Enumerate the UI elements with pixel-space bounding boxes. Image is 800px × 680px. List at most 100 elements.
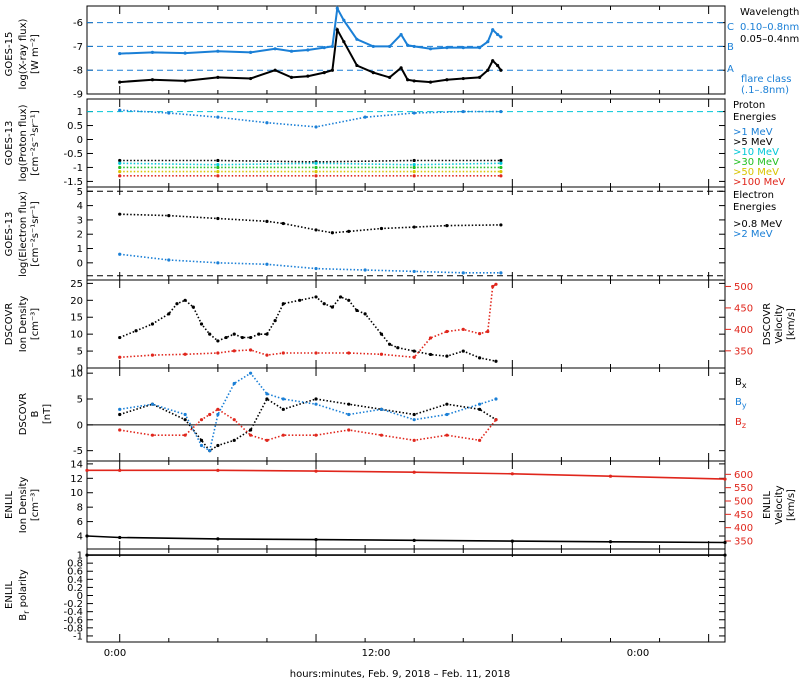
data-point	[491, 59, 495, 63]
panel-enlil-plasma: 4 6 8 10 12 14 350 400 450 500 550 600 ENLIL Ion D…	[4, 459, 797, 550]
data-point	[167, 111, 171, 115]
data-point	[265, 353, 269, 357]
enlil-velocity-ylabel-1: ENLIL	[762, 491, 773, 519]
data-point	[478, 356, 482, 360]
data-point	[150, 353, 155, 357]
data-point	[342, 18, 346, 22]
data-point	[342, 40, 346, 44]
data-point	[412, 111, 416, 115]
dscovr-velocity-y-ticks: 350 400 450 500	[725, 282, 753, 357]
data-point	[118, 161, 122, 165]
data-point	[216, 158, 220, 163]
y-tick-label: 10	[70, 330, 83, 341]
data-point	[281, 397, 285, 401]
data-point	[232, 332, 236, 336]
electron-ylabel-1: GOES-13	[4, 212, 15, 257]
data-point	[412, 412, 416, 417]
x-axis-ticks	[119, 6, 710, 642]
data-point	[118, 468, 122, 472]
data-point	[461, 327, 465, 331]
xray-threshold-lines	[87, 22, 725, 71]
data-point	[363, 312, 367, 316]
data-point	[379, 226, 384, 231]
data-point	[314, 538, 318, 542]
y2-tick-label: 450	[734, 303, 753, 314]
data-point	[314, 161, 318, 165]
y-tick-label: 0.8	[67, 559, 83, 570]
data-point	[232, 349, 236, 353]
y-tick-label: -8	[73, 66, 83, 77]
xray-legend-short: 0.05–0.4nm	[740, 34, 799, 45]
data-point	[322, 302, 326, 306]
y-tick-label: 4	[77, 532, 83, 543]
data-point	[461, 271, 465, 275]
data-point	[494, 418, 498, 422]
data-point	[478, 438, 482, 442]
x-tick-label-3: 0:00	[627, 648, 649, 659]
data-point	[347, 412, 351, 417]
data-point	[216, 407, 220, 411]
proton-ylabel-3: [cm⁻²s⁻¹sr⁻¹]	[30, 110, 41, 176]
data-point	[412, 79, 416, 83]
xray-class-b: B	[727, 42, 734, 53]
data-point	[150, 433, 155, 437]
data-point	[216, 170, 220, 174]
data-point	[499, 35, 503, 39]
data-point	[232, 418, 236, 422]
data-point	[273, 47, 277, 51]
data-point	[118, 165, 122, 170]
enlil-plasma-marks	[85, 468, 727, 545]
y-tick-label: 10	[70, 369, 83, 380]
xray-flare-band: (.1–.8nm)	[741, 85, 789, 96]
data-point	[347, 428, 351, 432]
data-point	[208, 412, 212, 417]
data-point	[406, 43, 410, 47]
y-tick-label: 5	[77, 347, 83, 358]
data-point	[167, 312, 171, 316]
data-point	[399, 32, 403, 37]
data-point	[330, 231, 334, 235]
y-tick-label: 0	[77, 364, 83, 375]
y-tick-label: 3	[77, 215, 83, 226]
electron-y-ticks: 0 1 2 3 4 5	[77, 187, 725, 269]
xray-legend-long: 0.10–0.8nm	[740, 22, 799, 33]
data-point	[314, 397, 318, 401]
panel-dscovr-plasma: 0 5 10 15 20 25 350 400 450 500 DSCOVR Ion Densi…	[4, 279, 797, 375]
data-point	[216, 216, 220, 221]
electron-threshold-lines	[87, 190, 725, 277]
data-point	[335, 6, 339, 10]
data-point	[314, 266, 318, 271]
data-point	[199, 418, 204, 422]
dscovr-b-ylabel-2: B	[30, 410, 41, 417]
data-point	[412, 163, 416, 167]
data-point	[216, 163, 220, 167]
data-point	[335, 28, 339, 32]
data-point	[499, 161, 503, 165]
data-point	[248, 433, 253, 437]
legend-bx: Bx	[735, 377, 747, 390]
data-point	[388, 44, 392, 49]
data-point	[265, 438, 269, 442]
series-line-by	[119, 372, 497, 452]
data-point	[478, 402, 482, 406]
data-point	[478, 75, 482, 79]
data-point	[388, 75, 392, 79]
enlil-density-ylabel-2: Ion Density	[18, 477, 29, 534]
series-line-bx	[119, 397, 497, 452]
data-point	[499, 271, 503, 275]
y-tick-label: -0.6	[63, 615, 83, 626]
data-point	[208, 449, 212, 453]
data-point	[265, 392, 269, 396]
y-tick-label: -0.8	[63, 623, 83, 634]
data-point	[428, 47, 433, 51]
data-point	[445, 46, 449, 50]
data-point	[445, 412, 449, 417]
y2-tick-label: 450	[734, 510, 753, 521]
data-point	[496, 32, 500, 37]
panel-xray: -9 -8 -7 -6 GOES-15 log(X-ray flux) [W m⁻²]…	[4, 5, 799, 101]
data-point	[257, 332, 261, 336]
series-line--2-mev	[119, 253, 501, 274]
dscovr-velocity-ylabel-1: DSCOVR	[762, 303, 773, 346]
data-point	[265, 219, 269, 223]
data-point	[412, 225, 416, 229]
